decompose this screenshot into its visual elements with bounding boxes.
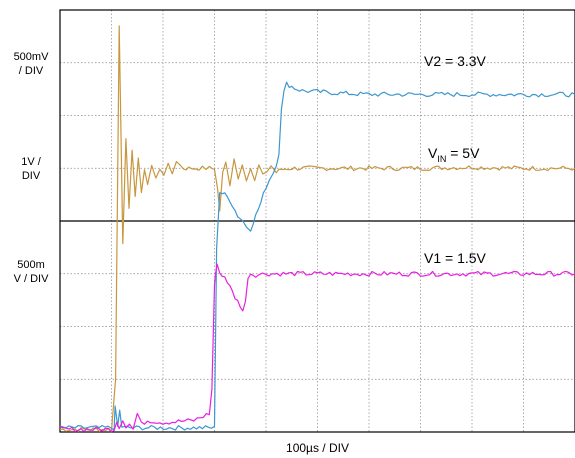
grid [59, 9, 575, 433]
series-annotation: V1 = 1.5V [424, 250, 487, 266]
plot-frame [59, 9, 575, 433]
trace-v2 [59, 81, 575, 431]
labels: 500mV / DIV 1V / DIV 500m V / DIV V2 = 3.3V VIN… [14, 51, 487, 285]
x-axis-label: 100µs / DIV [286, 441, 349, 455]
traces [59, 25, 575, 433]
series-annotation: V2 = 3.3V [424, 53, 487, 69]
series-annotation: VIN = 5V [428, 145, 480, 164]
scale-label: 1V / DIV [21, 156, 42, 182]
trace-v1 [59, 263, 575, 433]
trace-vin [59, 25, 575, 432]
scale-label: 500mV / DIV [14, 51, 50, 77]
scale-label: 500m V / DIV [14, 259, 50, 285]
